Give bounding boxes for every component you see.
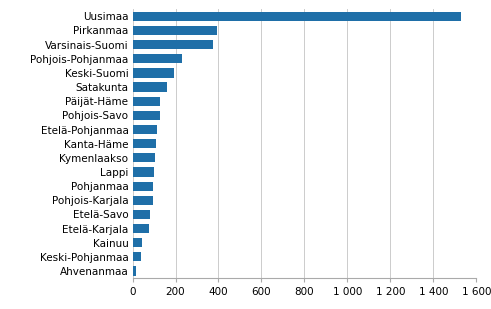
Bar: [133, 83, 166, 92]
Bar: [133, 181, 153, 191]
Bar: [133, 238, 141, 247]
Bar: [133, 68, 174, 78]
Bar: [133, 54, 182, 63]
Bar: [133, 210, 150, 219]
Bar: [133, 26, 218, 35]
Bar: [133, 266, 136, 276]
Bar: [133, 40, 213, 49]
Bar: [133, 12, 461, 21]
Bar: [133, 224, 149, 233]
Bar: [133, 97, 161, 106]
Bar: [133, 196, 153, 205]
Bar: [133, 139, 156, 148]
Bar: [133, 125, 157, 134]
Bar: [133, 111, 160, 120]
Bar: [133, 153, 155, 163]
Bar: [133, 167, 154, 176]
Bar: [133, 252, 141, 261]
